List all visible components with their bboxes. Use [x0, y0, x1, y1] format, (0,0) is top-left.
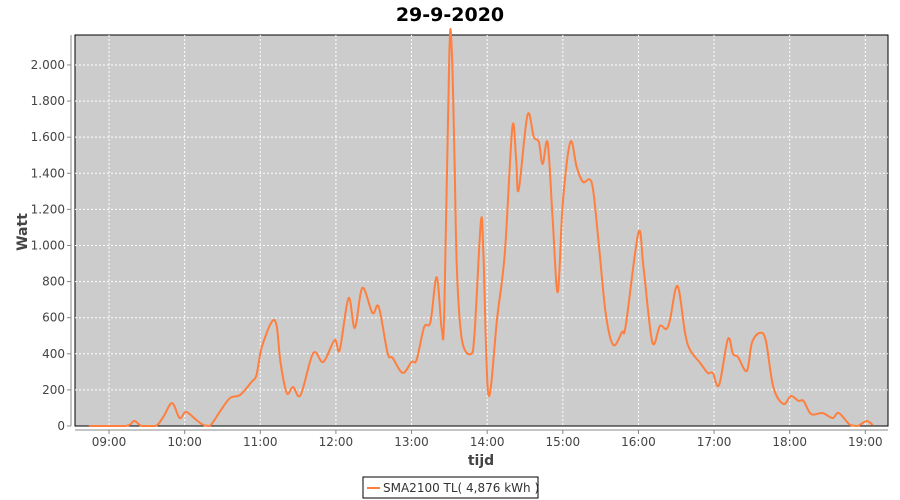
x-tick-label: 15:00 [546, 435, 581, 449]
y-tick-label: 1.200 [31, 202, 65, 216]
y-tick-label: 0 [57, 419, 65, 433]
x-tick-label: 18:00 [772, 435, 807, 449]
y-tick-label: 1.000 [31, 238, 65, 252]
series-line [88, 28, 874, 428]
x-tick-label: 12:00 [319, 435, 354, 449]
x-tick-label: 10:00 [167, 435, 202, 449]
y-tick-label: 1.400 [31, 166, 65, 180]
legend: SMA2100 TL( 4,876 kWh ) [362, 476, 539, 499]
x-tick-label: 19:00 [848, 435, 883, 449]
chart-title: 29-9-2020 [396, 4, 504, 26]
x-tick-label: 14:00 [470, 435, 505, 449]
x-tick-label: 09:00 [92, 435, 127, 449]
y-tick-label: 800 [42, 275, 65, 289]
legend-box [362, 476, 539, 499]
x-tick-label: 13:00 [394, 435, 429, 449]
y-tick-label: 1.600 [31, 130, 65, 144]
x-tick-label: 16:00 [621, 435, 656, 449]
plot-area [74, 34, 889, 427]
y-tick-label: 600 [42, 311, 65, 325]
x-tick-label: 17:00 [697, 435, 732, 449]
y-tick-label: 1.800 [31, 94, 65, 108]
y-axis-label: Watt [15, 213, 31, 251]
y-tick-label: 400 [42, 347, 65, 361]
y-tick-label: 200 [42, 383, 65, 397]
y-tick-label: 2.000 [31, 58, 65, 72]
x-tick-label: 11:00 [243, 435, 278, 449]
legend-label: SMA2100 TL( 4,876 kWh ) [383, 481, 539, 495]
x-axis-label: tijd [468, 453, 494, 469]
